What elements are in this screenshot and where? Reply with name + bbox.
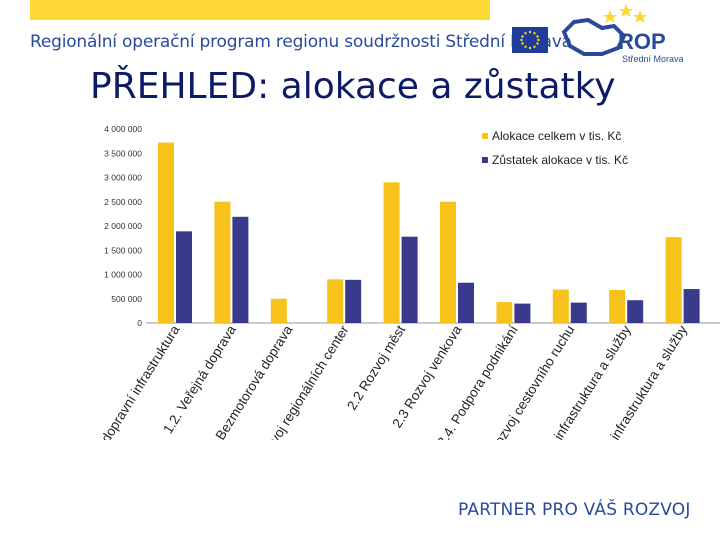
y-tick-label: 4 000 000 (104, 124, 142, 134)
slide-title: PŘEHLED: alokace a zůstatky (90, 66, 616, 107)
eu-flag-icon (512, 27, 548, 53)
footer-slogan: PARTNER PRO VÁŠ ROZVOJ (458, 500, 691, 520)
balance-bar (627, 300, 644, 323)
y-tick-label: 2 000 000 (104, 221, 142, 231)
balance-bar (232, 216, 249, 323)
y-tick-label: 3 000 000 (104, 173, 142, 183)
allocation-bar (552, 289, 569, 323)
allocation-bar-chart: 0 500 000 1 000 000 1 500 000 2 000 000 2 500… (50, 124, 720, 440)
allocation-bar (496, 302, 513, 323)
y-tick-label: 0 (137, 318, 142, 328)
y-tick-label: 1 500 000 (104, 245, 142, 255)
program-title: Regionální operační program regionu soud… (30, 32, 572, 52)
rop-logo-text: ROP (618, 29, 666, 54)
balance-bar (401, 236, 418, 323)
allocation-bar (327, 279, 344, 323)
allocation-bar (440, 201, 456, 323)
rop-logo-subtext: Střední Morava (622, 54, 684, 64)
top-accent-bar (30, 0, 490, 20)
balance-bar (570, 302, 587, 323)
balance-bar (683, 289, 700, 323)
legend-swatch (482, 157, 488, 163)
allocation-bar (665, 237, 682, 323)
rop-logo: ROP Střední Morava (561, 4, 684, 64)
y-tick-label: 2 500 000 (104, 197, 142, 207)
y-tick-label: 1 000 000 (104, 270, 142, 280)
balance-bar (514, 303, 531, 323)
legend-label: Alokace celkem v tis. Kč (492, 129, 621, 143)
balance-bar (458, 282, 474, 323)
star-icon (603, 4, 647, 23)
balance-bar (176, 231, 192, 323)
balance-bar (345, 279, 362, 323)
legend-label: Zůstatek alokace v tis. Kč (492, 153, 628, 167)
allocation-bar (158, 142, 174, 323)
y-tick-label: 500 000 (111, 294, 142, 304)
allocation-bar (214, 201, 231, 323)
y-tick-label: 3 500 000 (104, 148, 142, 158)
allocation-bar (609, 290, 626, 323)
allocation-bar (270, 298, 287, 323)
allocation-bar (383, 182, 400, 323)
category-label: 2.2 Rozvoj měst (344, 322, 408, 412)
legend-swatch (482, 133, 488, 139)
